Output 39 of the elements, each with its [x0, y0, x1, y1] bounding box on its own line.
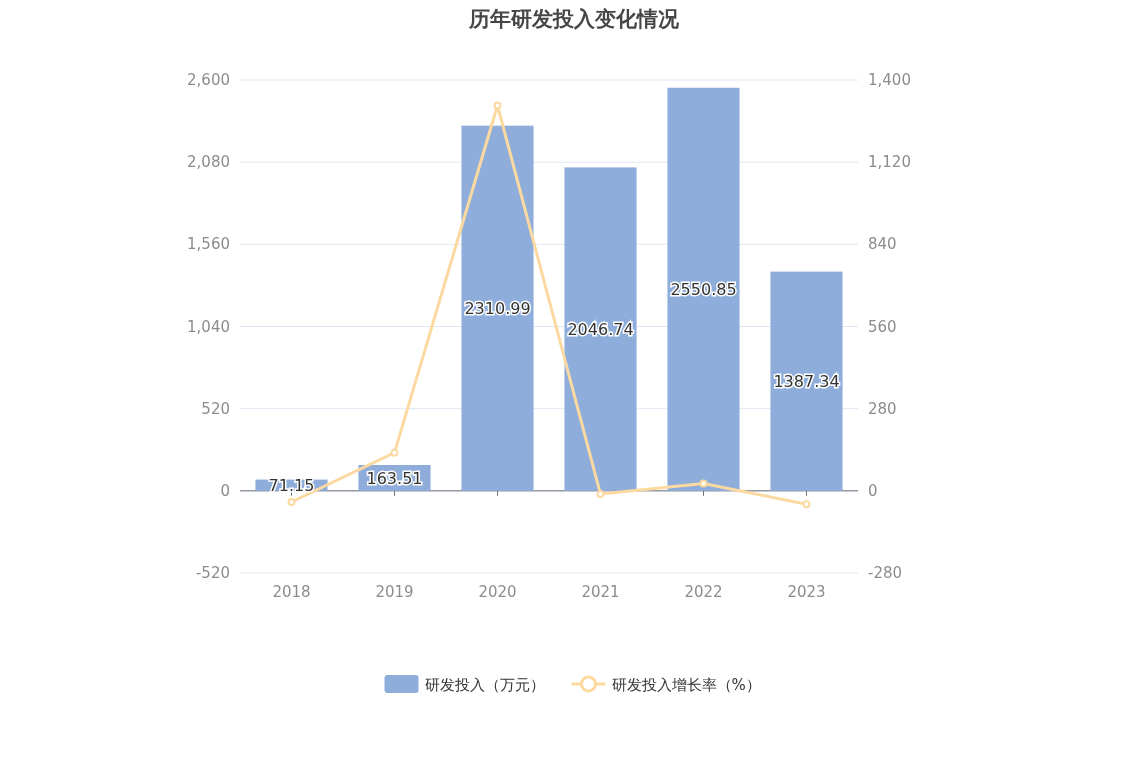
data-label: 2550.85: [670, 280, 737, 300]
y2-tick-label: 1,120: [868, 153, 911, 172]
y-tick-label: 520: [201, 399, 230, 418]
y2-tick-label: 840: [868, 235, 897, 254]
point: [390, 448, 399, 457]
y-tick-label: 0: [220, 481, 230, 500]
bar: [461, 125, 534, 491]
y2-tick-label: 560: [868, 317, 897, 336]
x-tick-label: 2018: [272, 583, 311, 601]
data-label: 1387.34: [773, 372, 840, 392]
y-tick-label: 2,080: [187, 153, 230, 172]
x-tick-label: 2021: [581, 583, 620, 601]
point: [802, 500, 811, 509]
legend-label: 研发投入增长率（%）: [611, 676, 761, 694]
point: [699, 479, 708, 488]
point: [287, 497, 296, 506]
bar: [770, 271, 843, 491]
y-tick-label: 1,040: [187, 317, 230, 336]
legend-label: 研发投入（万元）: [424, 676, 545, 694]
data-label: 2046.74: [567, 320, 634, 340]
data-label: 163.51: [366, 468, 423, 488]
bar: [564, 167, 637, 491]
bar: [667, 87, 740, 491]
data-label: 71.15: [268, 476, 315, 496]
x-tick-label: 2019: [375, 583, 414, 601]
x-tick-label: 2022: [684, 583, 723, 601]
y2-tick-label: 1,400: [868, 71, 911, 89]
x-tick-label: 2020: [478, 583, 517, 601]
y2-tick-label: 0: [868, 481, 878, 500]
data-label: 2310.99: [464, 299, 531, 319]
x-tick-label: 2023: [787, 583, 826, 601]
y2-tick-label: -280: [868, 564, 903, 582]
y2-tick-label: 280: [868, 399, 897, 418]
y-tick-label: -520: [195, 564, 230, 582]
y-tick-label: 2,600: [187, 71, 230, 89]
chart-title: 历年研发投入变化情况: [468, 7, 680, 31]
point: [493, 101, 502, 110]
y-tick-label: 1,560: [187, 235, 230, 254]
point: [596, 490, 605, 499]
